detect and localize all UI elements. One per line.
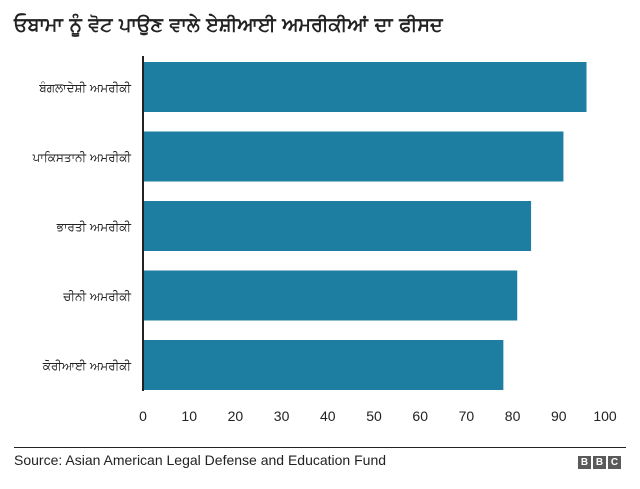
category-label: ਚੀਨੀ ਅਮਰੀਕੀ	[62, 290, 131, 304]
source-note: Source: Asian American Legal Defense and…	[14, 452, 387, 468]
category-label: ਕੋਰੀਆਈ ਅਮਰੀਕੀ	[42, 359, 132, 373]
x-tick-label: 60	[412, 408, 428, 424]
bar	[143, 270, 518, 321]
x-tick-label: 50	[366, 408, 382, 424]
chart-title: ਓਬਾਮਾ ਨੂੰ ਵੋਟ ਪਾਉਣ ਵਾਲੇ ਏਸ਼ੀਆਈ ਅਮਰੀਕੀਆਂ …	[14, 14, 443, 36]
category-label: ਭਾਰਤੀ ਅਮਰੀਕੀ	[56, 220, 132, 234]
bar-chart: ਬੰਗਲਾਦੇਸ਼ੀ ਅਮਰੀਕੀ ਪਾਕਿਸਤਾਨੀ ਅਮਰੀਕੀ ਭਾਰਤੀ ਅ…	[32, 56, 617, 424]
x-tick-label: 70	[459, 408, 475, 424]
footer-divider	[14, 447, 626, 448]
bbc-logo: B B C	[578, 456, 621, 469]
x-tick-label: 20	[228, 408, 244, 424]
bbc-logo-letter: C	[608, 456, 621, 469]
x-tick-label: 80	[505, 408, 521, 424]
category-label: ਪਾਕਿਸਤਾਨੀ ਅਮਰੀਕੀ	[32, 151, 132, 165]
x-tick-label: 100	[593, 408, 617, 424]
bbc-logo-letter: B	[593, 456, 606, 469]
x-tick-label: 0	[139, 408, 147, 424]
category-label: ਬੰਗਲਾਦੇਸ਼ੀ ਅਮਰੀਕੀ	[38, 81, 131, 95]
bbc-logo-letter: B	[578, 456, 591, 469]
bar	[143, 340, 504, 390]
x-tick-label: 40	[320, 408, 336, 424]
x-tick-label: 30	[274, 408, 290, 424]
bar	[143, 131, 564, 182]
bar	[143, 201, 532, 251]
x-tick-label: 10	[181, 408, 197, 424]
bar	[143, 62, 587, 112]
x-tick-label: 90	[551, 408, 567, 424]
